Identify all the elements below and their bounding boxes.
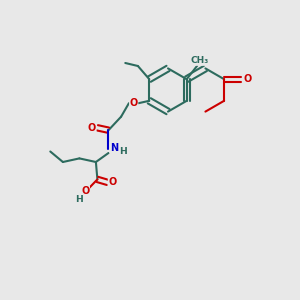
Text: H: H: [120, 147, 128, 156]
Text: N: N: [110, 142, 118, 153]
Text: O: O: [130, 98, 138, 108]
Text: H: H: [75, 195, 83, 204]
Text: CH₃: CH₃: [190, 56, 208, 65]
Text: O: O: [108, 177, 116, 188]
Text: O: O: [88, 123, 96, 133]
Text: O: O: [81, 186, 89, 196]
Text: O: O: [243, 74, 251, 84]
